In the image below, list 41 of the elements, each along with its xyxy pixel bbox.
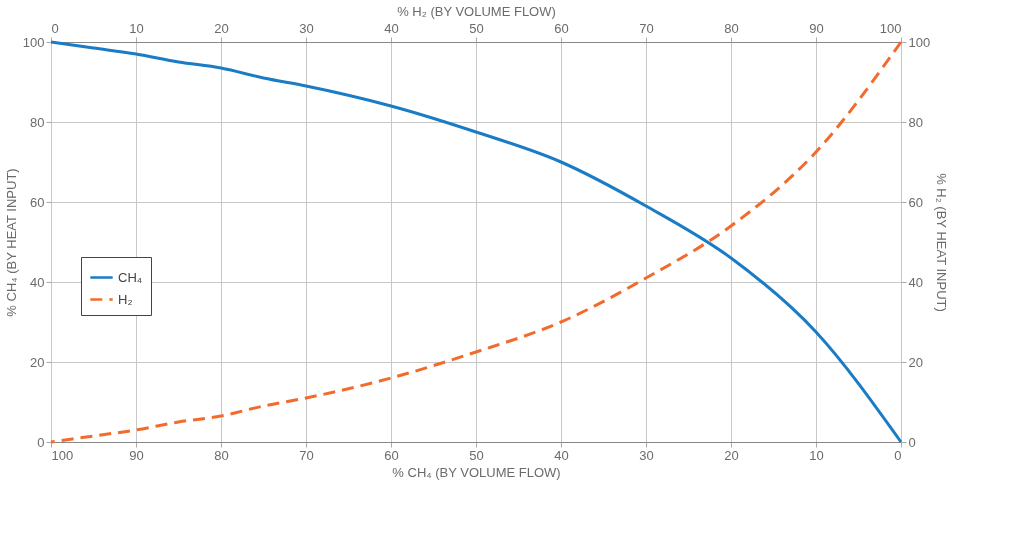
x-tick-label: 0 <box>894 447 902 463</box>
x2-tick-label: 30 <box>299 20 314 36</box>
legend-label: CH₄ <box>118 269 143 285</box>
y2-axis-title: % H₂ (BY HEAT INPUT) <box>934 173 950 312</box>
x-tick-label: 70 <box>299 447 314 463</box>
x2-tick-label: 60 <box>554 20 569 36</box>
x2-tick-label: 20 <box>214 20 229 36</box>
x-tick-label: 40 <box>554 447 569 463</box>
legend-label: H₂ <box>118 291 133 307</box>
x2-tick-label: 10 <box>129 20 144 36</box>
y-tick-label: 100 <box>22 34 45 50</box>
x-tick-label: 10 <box>809 447 824 463</box>
y-tick-label: 80 <box>30 114 45 130</box>
x-tick-label: 90 <box>129 447 144 463</box>
x-tick-label: 100 <box>51 447 74 463</box>
y2-tick-label: 0 <box>908 434 916 450</box>
y-tick-label: 0 <box>37 434 45 450</box>
x2-tick-label: 70 <box>639 20 654 36</box>
x2-axis-title: % H₂ (BY VOLUME FLOW) <box>397 3 556 19</box>
x-tick-label: 60 <box>384 447 399 463</box>
x2-tick-label: 90 <box>809 20 824 36</box>
x-tick-label: 50 <box>469 447 484 463</box>
line-series <box>49 40 903 444</box>
y2-tick-label: 80 <box>908 114 923 130</box>
y2-tick-label: 20 <box>908 354 923 370</box>
y2-tick-label: 60 <box>908 194 923 210</box>
x-tick-label: 80 <box>214 447 229 463</box>
y-tick-label: 60 <box>30 194 45 210</box>
x2-tick-label: 40 <box>384 20 399 36</box>
x-axis-title: % CH₄ (BY VOLUME FLOW) <box>392 464 561 480</box>
x2-tick-label: 0 <box>51 20 59 36</box>
x2-tick-label: 50 <box>469 20 484 36</box>
y-axis-title: % CH₄ (BY HEAT INPUT) <box>3 168 19 317</box>
y2-tick-label: 40 <box>908 274 923 290</box>
x2-tick-label: 100 <box>879 20 902 36</box>
x-tick-label: 20 <box>724 447 739 463</box>
y-tick-label: 40 <box>30 274 45 290</box>
x2-tick-label: 80 <box>724 20 739 36</box>
x-tick-label: 30 <box>639 447 654 463</box>
y-tick-label: 20 <box>30 354 45 370</box>
y2-tick-label: 100 <box>908 34 931 50</box>
